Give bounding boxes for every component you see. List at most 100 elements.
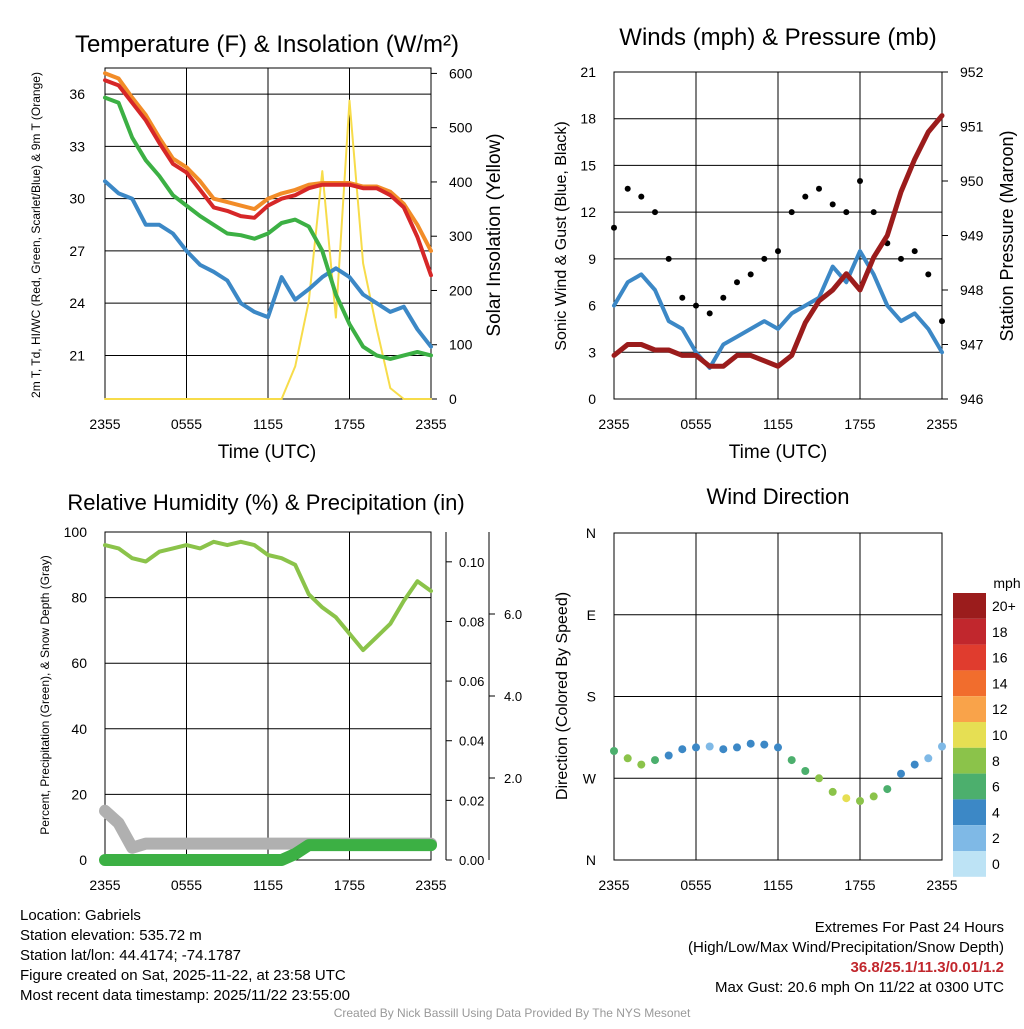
colorbar-label: 18 [992, 624, 1008, 640]
humidity-plot: 0 20 40 60 80 100 0.00 0.02 0.04 0.06 0.08 0.10 2.0 4… [64, 524, 522, 893]
gust-point [911, 248, 918, 255]
snow-tick-label: 2.0 [504, 771, 522, 786]
wind-direction-point [910, 760, 919, 769]
relative-humidity-line [103, 539, 433, 653]
location-text: Location: Gabriels [20, 907, 141, 924]
x-tick-label: 2355 [598, 416, 629, 432]
colorbar-swatch [953, 593, 986, 619]
station-info: Location: Gabriels Station elevation: 53… [20, 906, 350, 1006]
precip-tick-label: 0.02 [459, 793, 484, 808]
colorbar-label: 12 [992, 701, 1008, 717]
y-tick-label-right: 950 [960, 173, 984, 189]
gust-point [829, 201, 836, 208]
direction-tick-label: N [586, 852, 596, 868]
wind-direction-point [692, 743, 700, 752]
precip-tick-label: 0.00 [459, 853, 484, 868]
wind-direction-point [678, 745, 687, 754]
humidity-chart-title: Relative Humidity (%) & Precipitation (i… [67, 490, 464, 515]
y-tick-label-right: 600 [449, 65, 473, 81]
y-tick-label-left: 18 [580, 111, 596, 127]
y-tick-label-right: 200 [449, 282, 473, 298]
temperature-panel: Temperature (F) & Insolation (W/m²) Time… [29, 31, 505, 463]
gust-point [720, 294, 727, 301]
gust-point [898, 255, 904, 262]
precip-tick-label: 0.08 [459, 614, 484, 629]
y-tick-label-left: 27 [69, 243, 85, 259]
x-tick-label: 1755 [844, 877, 875, 893]
wind-direction-point [705, 742, 714, 751]
colorbar-label: 16 [992, 650, 1008, 666]
x-tick-label: 0555 [680, 877, 711, 893]
elevation-text: Station elevation: 535.72 m [20, 927, 202, 944]
temp-2m-line [103, 78, 433, 278]
speed-colorbar: 20+ 18 16 14 12 10 8 6 4 2 0 [953, 593, 1016, 877]
wind-direction-point [651, 756, 659, 765]
y-tick-label-right: 100 [449, 337, 473, 353]
precip-tick-label: 0.06 [459, 674, 484, 689]
gust-point [624, 185, 631, 192]
colorbar-swatch [953, 851, 986, 877]
x-tick-label: 1155 [763, 416, 793, 432]
gust-point [693, 302, 699, 309]
precip-tick-label: 0.04 [459, 734, 484, 749]
gust-point [843, 209, 850, 216]
gust-point [679, 294, 686, 301]
y-tick-label-right: 952 [960, 64, 984, 80]
y-tick-label-left: 21 [580, 64, 596, 80]
credit-text: Created By Nick Bassill Using Data Provi… [333, 1006, 691, 1020]
y-tick-label-right: 400 [449, 174, 473, 190]
wind-direction-point [938, 742, 946, 751]
winds-panel: Winds (mph) & Pressure (mb) Time (UTC) S… [553, 24, 1017, 463]
direction-tick-label: N [586, 525, 596, 541]
colorbar-label: 8 [992, 753, 1000, 769]
y-tick-label-left: 12 [580, 204, 596, 220]
x-tick-label: 2355 [415, 877, 446, 893]
gust-point [816, 185, 822, 192]
temperature-chart-title: Temperature (F) & Insolation (W/m²) [75, 31, 459, 58]
latlon-text: Station lat/lon: 44.4174; -74.1787 [20, 947, 242, 964]
station-pressure-line [611, 113, 945, 369]
gust-point [747, 271, 754, 278]
pressure-y-label: Station Pressure (Maroon) [997, 130, 1017, 341]
colorbar-swatch [953, 670, 986, 697]
wind-direction-point [760, 740, 769, 749]
wind-direction-point [610, 747, 618, 755]
wind-direction-point [924, 754, 933, 763]
y-tick-label-left: 9 [588, 251, 596, 267]
y-tick-label-right: 500 [449, 120, 473, 136]
gust-point [611, 224, 617, 231]
colorbar-swatch [953, 825, 986, 851]
gust-point [761, 255, 768, 262]
y-tick-label-right: 946 [960, 391, 984, 407]
x-tick-label: 2355 [415, 416, 446, 432]
wind-direction-point [897, 769, 905, 778]
y-tick-label-left: 6 [588, 298, 596, 314]
precip-tick-label: 0.10 [459, 555, 484, 570]
gust-point [857, 178, 863, 184]
extremes-title: Extremes For Past 24 Hours [814, 919, 1004, 936]
colorbar-label: 10 [992, 727, 1008, 743]
colorbar-title: mph [993, 575, 1020, 591]
colorbar-swatch [953, 722, 986, 748]
x-tick-label: 0555 [171, 416, 202, 432]
colorbar-label: 14 [992, 675, 1008, 691]
winds-x-label: Time (UTC) [729, 442, 828, 463]
x-tick-label: 0555 [171, 877, 202, 893]
x-tick-label: 1155 [253, 416, 283, 432]
colorbar-label: 6 [992, 779, 1000, 795]
wind-direction-point [842, 794, 851, 803]
dewpoint-line [103, 95, 433, 361]
winds-y-label: Sonic Wind & Gust (Blue, Black) [553, 121, 570, 350]
insolation-y-label: Solar Insolation (Yellow) [484, 133, 505, 336]
y-tick-label-right: 0 [449, 391, 457, 407]
humidity-y-label: Percent, Precipitation (Green), & Snow D… [38, 555, 52, 834]
wind-direction-point [774, 743, 782, 752]
max-gust-text: Max Gust: 20.6 mph On 11/22 at 0300 UTC [714, 979, 1004, 996]
wind-direction-panel: Wind Direction Direction (Colored By Spe… [554, 484, 1021, 893]
gust-point [665, 255, 672, 262]
colorbar-swatch [953, 618, 986, 645]
gust-point [734, 279, 740, 286]
y-tick-label-left: 21 [69, 347, 85, 363]
y-tick-label-left: 60 [71, 655, 87, 671]
wind-direction-point [801, 767, 810, 775]
